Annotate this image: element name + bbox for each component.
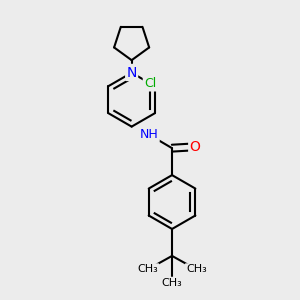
Text: CH₃: CH₃	[162, 278, 182, 288]
Text: CH₃: CH₃	[137, 264, 158, 274]
Text: N: N	[126, 66, 137, 80]
Text: Cl: Cl	[144, 77, 156, 90]
Text: O: O	[190, 140, 200, 154]
Text: NH: NH	[140, 128, 158, 141]
Text: CH₃: CH₃	[186, 264, 207, 274]
